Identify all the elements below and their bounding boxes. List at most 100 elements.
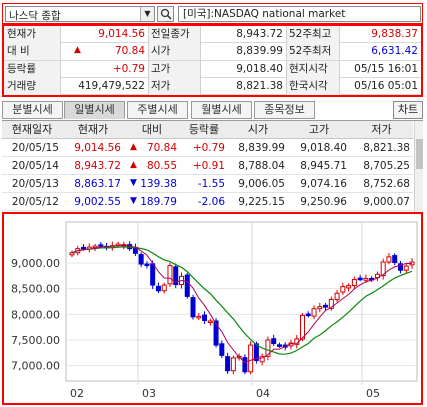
x-tick-label: 03 [142,387,156,400]
tab-2[interactable]: 일별시세 [64,101,125,119]
candle-body [334,292,340,300]
column-divider [286,43,287,61]
table-cell-date: 20/05/13 [11,178,59,190]
candle-body [248,344,254,373]
candle-body [300,314,306,340]
table-cell-high: 9,250.96 [300,196,347,208]
table-cell-high: 9,074.16 [300,178,347,190]
quote-value: 9,018.40 [236,62,283,75]
candle-body [196,315,202,319]
quote-label: 현재가 [4,26,60,43]
candle-body [219,343,225,356]
column-divider [60,60,61,78]
up-triangle-icon: ▲ [74,45,81,56]
table-cell-close: 9,014.56 [74,142,121,154]
column-header[interactable]: 고가 [308,123,330,136]
column-divider [148,60,149,78]
chevron-down-icon[interactable]: ▼ [140,7,154,21]
candle-body [150,263,156,286]
quote-row: 등락률 +0.79 고가 9,018.40 현지시각 05/15 16:01 [4,60,421,78]
search-button[interactable] [157,6,174,22]
column-header[interactable]: 현재가 [77,123,109,136]
column-divider [286,60,287,78]
y-tick-label: 7,000.00 [11,360,60,373]
tab-4[interactable]: 월별시세 [191,101,252,119]
table-header: 현재일자 현재가 대비 등락률 시가 고가 저가 [2,121,413,139]
table-scrollbar[interactable] [414,121,423,213]
candle-body [161,284,167,292]
x-tick-label: 05 [366,387,380,400]
table-cell-high: 9,018.40 [300,142,347,154]
column-header[interactable]: 저가 [371,123,392,136]
tab-1[interactable]: 분별시세 [2,101,63,119]
candle-body [184,274,190,297]
column-divider [200,77,201,95]
candle-body [317,306,323,310]
quote-value: 6,631.42 [371,45,418,58]
candle-body [397,263,403,271]
scrollbar-thumb[interactable] [416,139,423,169]
column-divider [148,77,149,95]
table-row[interactable]: 20/05/14 8,943.72 80.55 +0.91 8,788.04 8,945.… [2,157,413,175]
table-cell-pct: -2.06 [197,196,225,208]
market-field: [미국]:NASDAQ national market [178,6,421,22]
column-divider [148,26,149,43]
quote-value: 70.84 [114,45,145,58]
table-cell-date: 20/05/14 [11,160,59,172]
tab-5[interactable]: 종목정보 [254,101,315,119]
candle-body [357,277,363,281]
table-cell-date: 20/05/15 [11,142,59,154]
column-header[interactable]: 등락률 [188,123,220,136]
quote-label: 52주최저 [286,43,339,61]
search-bar: 나스닥 종합 ▼ [미국]:NASDAQ national market [2,3,423,24]
quote-label: 저가 [148,77,200,95]
table-cell-low: 8,705.25 [363,160,410,172]
column-divider [60,26,61,43]
column-divider [200,60,201,78]
tab-3[interactable]: 주별시세 [127,101,188,119]
tab-bar: 분별시세 일별시세 주별시세 월별시세 종목정보 차트 [2,101,423,120]
column-divider [200,43,201,61]
y-tick-label: 8,500.00 [11,283,60,296]
quote-label: 한국시각 [286,77,339,95]
table-cell-chg: 139.38 [140,178,177,190]
column-divider [286,26,287,43]
y-tick-label: 9,000.00 [11,257,60,270]
column-header[interactable]: 대비 [141,123,163,136]
candle-body [69,252,75,256]
candle-body [242,357,248,373]
candle-body [230,357,236,372]
candle-body [392,255,398,264]
moving-average-long [71,246,413,355]
y-tick-label: 8,000.00 [11,308,60,321]
candle-body [403,265,409,271]
table-row[interactable]: 20/05/13 8,863.17 139.38 -1.55 9,006.05 9,074… [2,175,413,193]
quote-row: 대 비 70.84 시가 8,839.99 52주최저 6,631.42 ▲ [4,43,421,61]
plot-area [65,221,418,382]
down-triangle-icon: ▼ [130,178,137,188]
column-header[interactable]: 현재일자 [11,123,53,136]
candle-body [253,343,259,361]
candle-body [340,286,346,293]
candle-body [276,344,282,347]
candle-body [155,285,161,292]
column-divider [339,77,340,95]
column-divider [60,77,61,95]
table-cell-pct: +0.79 [192,142,225,154]
table-cell-close: 9,002.55 [74,196,121,208]
candle-body [351,278,357,287]
candle-body [305,313,311,317]
table-row[interactable]: 20/05/15 9,014.56 70.84 +0.79 8,839.99 9,018.… [2,139,413,157]
chart-button[interactable]: 차트 [393,101,423,119]
table-row[interactable]: 20/05/12 9,002.55 189.79 -2.06 9,225.15 9,250… [2,193,413,211]
candle-body [328,298,334,309]
candle-body [311,308,317,317]
quote-row: 거래량 419,479,522 저가 8,821.38 한국시각 05/16 05:01 [4,77,421,95]
table-cell-date: 20/05/12 [11,196,59,208]
column-header[interactable]: 시가 [247,123,269,136]
quote-label: 고가 [148,60,200,78]
symbol-select[interactable]: 나스닥 종합 ▼ [5,6,155,22]
table-cell-low: 8,752.68 [363,178,410,190]
x-tick-label: 04 [256,387,270,400]
quote-label: 현지시각 [286,60,339,78]
